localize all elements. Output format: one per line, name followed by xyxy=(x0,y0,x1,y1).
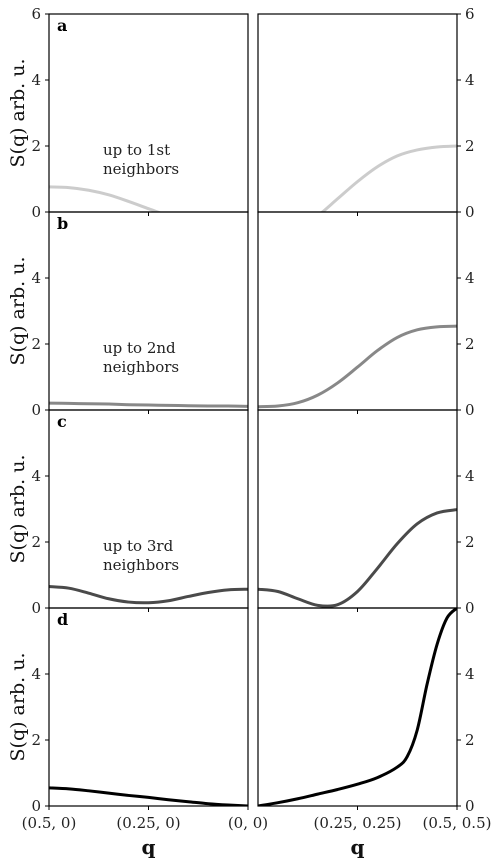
right-ytick-label: 2 xyxy=(465,335,475,353)
left-axes-frame xyxy=(48,607,249,807)
right-axes-frame xyxy=(257,409,458,609)
panel-annotation: up to 2nd xyxy=(103,339,176,357)
left-ytick-label: 0 xyxy=(31,599,41,617)
right-axes-frame xyxy=(257,607,458,807)
series-line-right xyxy=(258,608,457,806)
left-ytick-label: 2 xyxy=(31,335,41,353)
right-ytick-label: 2 xyxy=(465,137,475,155)
axis-labels-group: (0.5, 0) (0.25, 0) (0, 0) (0.25, 0.25) (0.5,… xyxy=(22,814,492,859)
panel-annotation: neighbors xyxy=(103,160,179,178)
panel-letter: b xyxy=(57,214,68,233)
y-axis-label: S(q) arb. u. xyxy=(7,59,29,168)
panel-annotation: up to 1st xyxy=(103,141,170,159)
left-ytick-label: 2 xyxy=(31,533,41,551)
panel-d: 0 0 2 2 4 4 d S(q) arb. u. xyxy=(7,607,475,815)
series-line-right xyxy=(258,324,457,409)
right-xtick-label: (0.5, 0.5) xyxy=(423,814,492,832)
y-axis-label: S(q) arb. u. xyxy=(7,257,29,366)
right-ytick-label: 0 xyxy=(465,203,475,221)
left-ytick-label: 0 xyxy=(31,797,41,815)
right-ytick-label: 2 xyxy=(465,731,475,749)
right-ytick-label: 0 xyxy=(465,599,475,617)
panel-letter: a xyxy=(57,16,67,35)
left-ytick-label: 4 xyxy=(31,467,41,485)
right-ytick-label: 4 xyxy=(465,269,475,287)
series-line-right xyxy=(258,508,457,608)
series-line-left xyxy=(49,786,248,806)
left-axes-frame xyxy=(48,409,249,609)
right-ytick-label: 4 xyxy=(465,467,475,485)
left-ytick-label: 0 xyxy=(31,401,41,419)
left-axes-frame xyxy=(48,211,249,411)
right-ytick-label: 4 xyxy=(465,71,475,89)
right-ytick-label: 0 xyxy=(465,797,475,815)
panel-annotation: neighbors xyxy=(103,358,179,376)
left-ytick-label: 6 xyxy=(31,5,41,23)
left-xtick-label: (0, 0) xyxy=(228,814,268,832)
left-ytick-label: 2 xyxy=(31,731,41,749)
left-axes-frame xyxy=(48,13,249,213)
y-axis-label: S(q) arb. u. xyxy=(7,455,29,564)
left-ytick-label: 4 xyxy=(31,269,41,287)
right-x-axis-label: q xyxy=(351,835,365,859)
panel-annotation: up to 3rd xyxy=(103,537,174,555)
right-xtick-label: (0.25, 0.25) xyxy=(313,814,401,832)
right-ytick-label: 2 xyxy=(465,533,475,551)
left-ytick-label: 2 xyxy=(31,137,41,155)
panel-letter: c xyxy=(57,412,67,431)
right-ytick-label: 0 xyxy=(465,401,475,419)
right-axes-frame xyxy=(257,211,458,411)
panel-letter: d xyxy=(57,610,68,629)
left-xtick-label: (0.25, 0) xyxy=(116,814,180,832)
left-x-axis-label: q xyxy=(142,835,156,859)
y-axis-label: S(q) arb. u. xyxy=(7,653,29,762)
series-line-right xyxy=(320,144,457,212)
series-line-left xyxy=(49,401,248,408)
right-ytick-label: 4 xyxy=(465,665,475,683)
panel-annotation: neighbors xyxy=(103,556,179,574)
left-xtick-label: (0.5, 0) xyxy=(22,814,77,832)
left-ytick-label: 0 xyxy=(31,203,41,221)
series-line-left xyxy=(49,185,163,212)
right-ytick-label: 6 xyxy=(465,5,475,23)
series-line-left xyxy=(49,585,248,605)
left-ytick-label: 4 xyxy=(31,71,41,89)
left-ytick-label: 4 xyxy=(31,665,41,683)
